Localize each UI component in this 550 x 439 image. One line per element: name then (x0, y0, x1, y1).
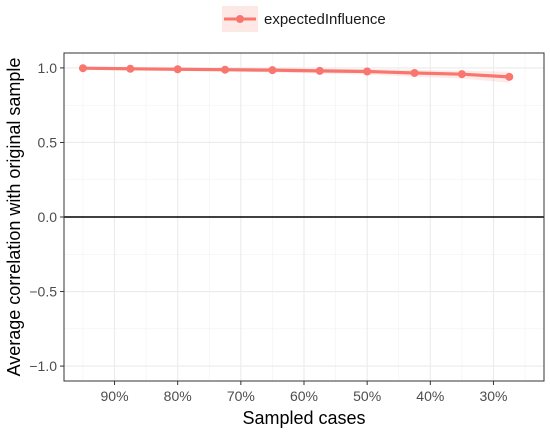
series-point (410, 68, 419, 77)
series-point (505, 72, 514, 81)
x-tick-label: 80% (164, 388, 192, 404)
y-tick-label: 0.5 (38, 134, 58, 150)
x-tick-label: 60% (290, 388, 318, 404)
y-tick-label: −1.0 (29, 358, 57, 374)
legend-label: expectedInfluence (264, 11, 386, 28)
y-axis-title: Average correlation with original sample (4, 58, 24, 377)
series-line (81, 66, 511, 79)
x-tick-label: 70% (227, 388, 255, 404)
legend-key-point (236, 15, 244, 23)
x-axis-title: Sampled cases (242, 408, 365, 428)
plot-panel (63, 52, 545, 382)
legend: expectedInfluence (222, 6, 386, 32)
series-point (173, 65, 182, 74)
y-axis: 1.0 0.5 0.0 −0.5 −1.0 (29, 60, 64, 374)
series-layer (78, 64, 514, 81)
series-point (457, 70, 466, 79)
series-point (126, 64, 135, 73)
x-tick-label: 30% (479, 388, 507, 404)
series-point (78, 64, 87, 73)
series-point (315, 66, 324, 75)
y-tick-label: −0.5 (29, 284, 57, 300)
x-axis: 90% 80% 70% 60% 50% 40% 30% (101, 381, 507, 404)
series-point (268, 66, 277, 75)
series-point (363, 67, 372, 76)
y-tick-label: 0.0 (38, 209, 58, 225)
x-tick-label: 90% (101, 388, 129, 404)
x-tick-label: 50% (353, 388, 381, 404)
x-tick-label: 40% (416, 388, 444, 404)
y-tick-label: 1.0 (38, 60, 58, 76)
series-point (221, 65, 230, 74)
